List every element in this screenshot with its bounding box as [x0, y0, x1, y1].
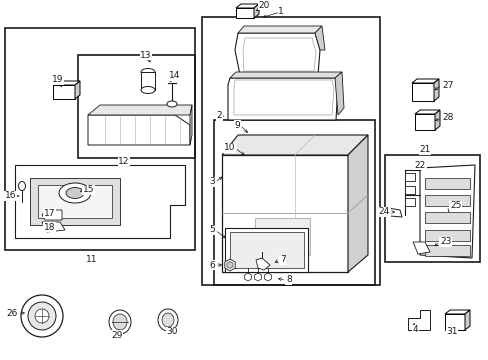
Bar [78, 55, 195, 158]
Polygon shape [256, 258, 269, 270]
Polygon shape [334, 72, 343, 115]
Text: 20: 20 [258, 0, 269, 9]
Polygon shape [444, 310, 469, 314]
Polygon shape [434, 110, 439, 130]
Polygon shape [88, 105, 192, 115]
Text: 30: 30 [166, 328, 177, 337]
Ellipse shape [141, 68, 155, 76]
Text: 6: 6 [209, 261, 215, 270]
Polygon shape [253, 4, 259, 18]
Text: 25: 25 [449, 202, 461, 211]
Bar [5, 28, 195, 250]
Polygon shape [88, 115, 190, 145]
Text: 3: 3 [209, 177, 215, 186]
Bar [411, 83, 433, 101]
Polygon shape [227, 78, 337, 120]
Polygon shape [387, 208, 401, 217]
Text: 7: 7 [280, 256, 285, 265]
Text: 26: 26 [7, 309, 18, 318]
Ellipse shape [158, 309, 178, 331]
Bar [236, 8, 253, 18]
Bar [424, 195, 469, 206]
Text: 9: 9 [234, 121, 240, 130]
Bar [414, 114, 434, 130]
Polygon shape [30, 178, 120, 225]
Text: 8: 8 [285, 275, 291, 284]
Bar [404, 186, 414, 194]
Bar [424, 178, 469, 189]
Text: 24: 24 [378, 207, 389, 216]
Text: 11: 11 [86, 255, 98, 264]
Ellipse shape [28, 302, 56, 330]
Text: 15: 15 [83, 185, 94, 194]
Bar [214, 120, 374, 285]
Text: 31: 31 [446, 328, 457, 337]
Polygon shape [464, 310, 469, 330]
Polygon shape [235, 33, 319, 75]
Ellipse shape [167, 101, 177, 107]
Text: 4: 4 [412, 325, 418, 334]
Text: 13: 13 [140, 50, 151, 59]
Polygon shape [412, 242, 429, 254]
Text: 21: 21 [418, 145, 430, 154]
Ellipse shape [113, 314, 127, 330]
Bar [384, 155, 479, 262]
Bar [202, 17, 379, 285]
Ellipse shape [59, 183, 91, 203]
Ellipse shape [162, 313, 174, 327]
Polygon shape [190, 105, 192, 145]
Polygon shape [229, 72, 341, 78]
Bar [424, 230, 469, 241]
Polygon shape [407, 310, 429, 330]
Text: 27: 27 [441, 81, 452, 90]
Polygon shape [254, 218, 309, 255]
Bar [424, 245, 469, 256]
Polygon shape [53, 81, 80, 85]
Text: 23: 23 [439, 238, 450, 247]
Polygon shape [238, 26, 321, 33]
Polygon shape [236, 4, 259, 8]
Text: 1: 1 [278, 6, 284, 15]
Text: 19: 19 [52, 76, 63, 85]
Bar [404, 198, 414, 206]
Polygon shape [42, 210, 62, 220]
Polygon shape [314, 26, 325, 50]
Bar [444, 314, 464, 330]
Polygon shape [419, 165, 474, 258]
Text: 12: 12 [118, 157, 129, 166]
Ellipse shape [21, 295, 63, 337]
Text: 14: 14 [169, 72, 180, 81]
Polygon shape [222, 155, 347, 272]
Text: 22: 22 [414, 161, 425, 170]
Ellipse shape [35, 309, 49, 323]
Ellipse shape [109, 310, 131, 334]
Text: 16: 16 [4, 192, 16, 201]
Polygon shape [222, 135, 367, 155]
Text: 5: 5 [209, 225, 215, 234]
Text: 29: 29 [111, 330, 122, 339]
Polygon shape [347, 135, 367, 272]
Polygon shape [433, 79, 438, 101]
Text: 2: 2 [216, 112, 222, 121]
Polygon shape [42, 222, 65, 232]
Bar [224, 228, 307, 272]
Polygon shape [411, 79, 438, 83]
Text: 17: 17 [43, 208, 55, 217]
Bar [404, 173, 414, 181]
Polygon shape [38, 185, 112, 218]
Bar [424, 212, 469, 223]
Bar [53, 85, 75, 99]
Polygon shape [414, 110, 439, 114]
Ellipse shape [66, 188, 84, 198]
Bar [229, 232, 304, 268]
Text: 28: 28 [441, 113, 452, 122]
Bar [141, 72, 155, 90]
Text: 10: 10 [223, 144, 235, 153]
Text: 18: 18 [43, 222, 55, 231]
Ellipse shape [19, 181, 25, 190]
Polygon shape [15, 165, 184, 238]
Polygon shape [75, 81, 80, 99]
Ellipse shape [141, 86, 155, 94]
